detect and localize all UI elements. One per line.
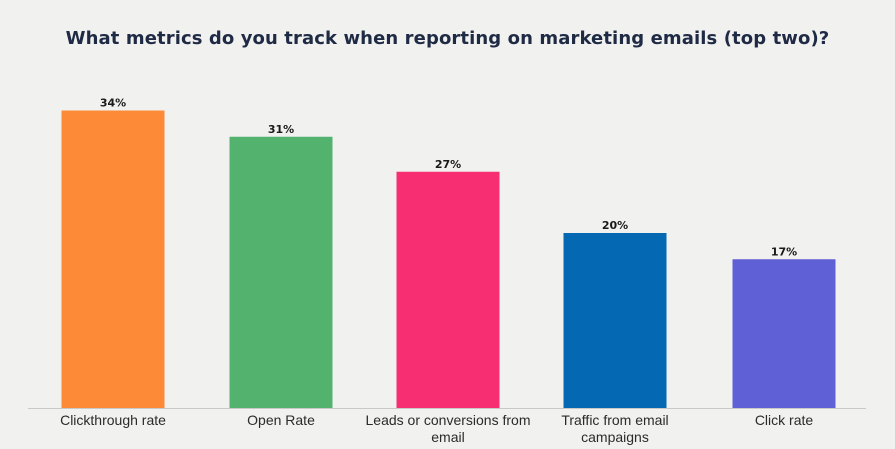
category-label-5: Click rate [755,412,814,428]
bars-group [61,110,836,408]
bar-5 [732,259,836,408]
chart-title: What metrics do you track when reporting… [65,28,830,49]
value-label-4: 20% [602,219,628,232]
value-labels-group: 34% 31% 27% 20% 17% [100,97,797,259]
value-label-5: 17% [771,245,797,258]
category-label-1: Clickthrough rate [60,412,166,428]
category-label-2: Open Rate [247,412,315,428]
bar-2 [229,136,333,408]
bar-1 [61,110,165,408]
value-label-3: 27% [435,158,461,171]
bar-4 [563,233,667,408]
bar-3 [396,171,500,408]
category-label-3: Leads or conversions from email [366,412,531,445]
value-label-1: 34% [100,97,126,110]
category-labels-group: Clickthrough rate Open Rate Leads or conve… [60,412,813,445]
category-label-4: Traffic from email campaigns [561,412,668,445]
value-label-2: 31% [268,123,294,136]
